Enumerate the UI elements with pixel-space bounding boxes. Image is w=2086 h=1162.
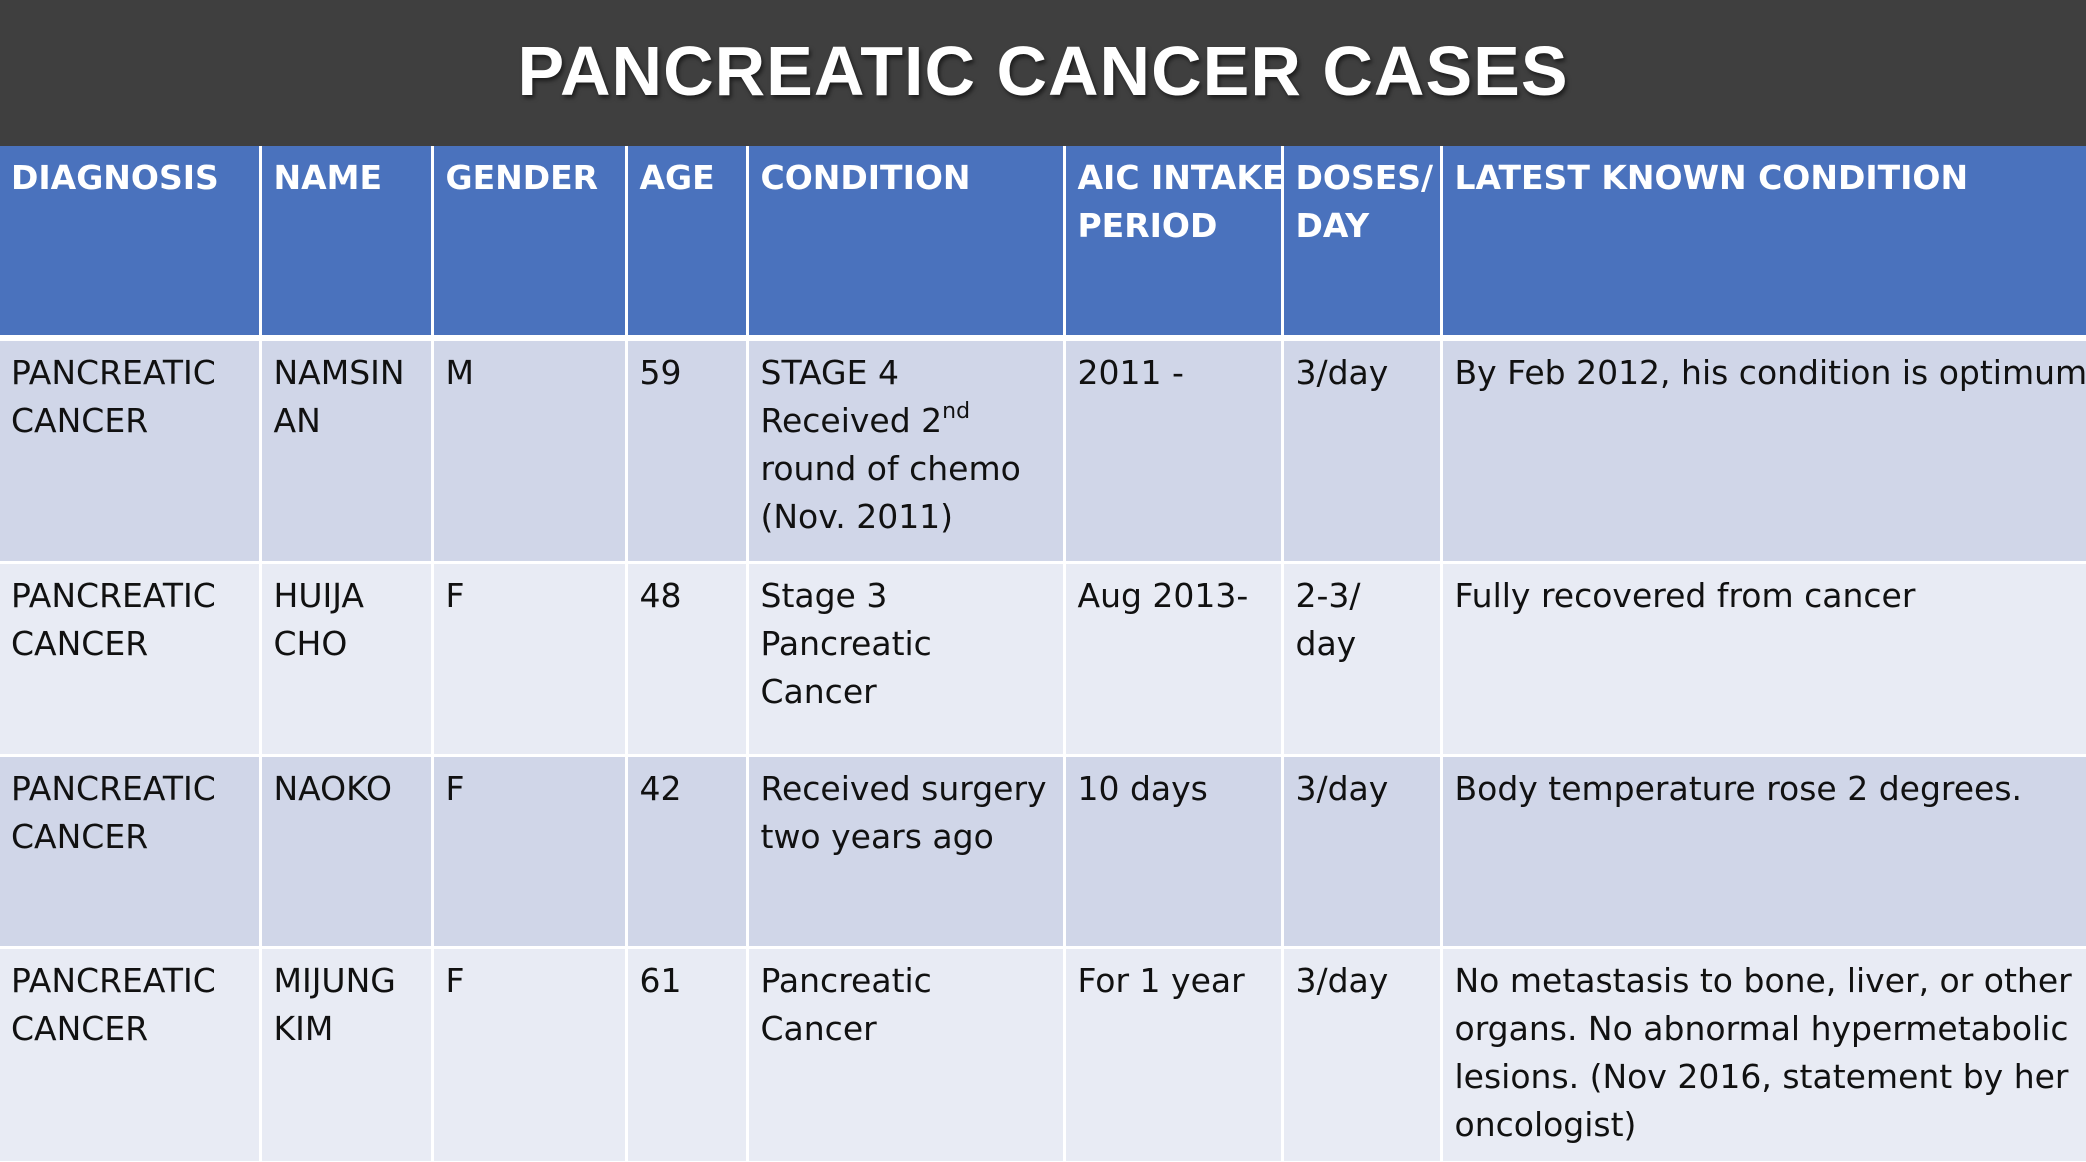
- table-row: PANCREATIC CANCER HUIJA CHO F 48 Stage 3…: [0, 562, 2086, 757]
- cases-table: DIAGNOSIS NAME GENDER AGE CONDITION AIC …: [0, 146, 2086, 1162]
- header-age: AGE: [624, 146, 749, 341]
- cell-latest-known-condition: No metastasis to bone, liver, or other o…: [1439, 947, 2086, 1162]
- cell-name: HUIJA CHO: [258, 562, 434, 757]
- slide-title: PANCREATIC CANCER CASES: [517, 32, 1569, 110]
- cell-condition: Received surgery two years ago: [745, 755, 1066, 949]
- cell-name: NAOKO: [258, 755, 434, 949]
- cell-doses-per-day: 3/day: [1280, 755, 1443, 949]
- header-latest-known-condition: LATEST KNOWN CONDITION: [1439, 146, 2086, 341]
- cell-doses-per-day: 3/day: [1280, 338, 1443, 564]
- cell-name: NAMSIN AN: [258, 338, 434, 564]
- table-row: PANCREATIC CANCER NAMSIN AN M 59 STAGE 4…: [0, 338, 2086, 564]
- cell-latest-known-condition: Fully recovered from cancer: [1439, 562, 2086, 757]
- cell-gender: F: [430, 755, 628, 949]
- header-row: DIAGNOSIS NAME GENDER AGE CONDITION AIC …: [0, 146, 2086, 341]
- cell-aic-intake-period: 2011 -: [1062, 338, 1284, 564]
- table-row: PANCREATIC CANCER MIJUNG KIM F 61 Pancre…: [0, 947, 2086, 1162]
- cell-name: MIJUNG KIM: [258, 947, 434, 1162]
- cell-aic-intake-period: Aug 2013-: [1062, 562, 1284, 757]
- cell-doses-per-day: 2-3/ day: [1280, 562, 1443, 757]
- cell-diagnosis: PANCREATIC CANCER: [0, 755, 262, 949]
- cell-gender: M: [430, 338, 628, 564]
- cell-latest-known-condition: Body temperature rose 2 degrees.: [1439, 755, 2086, 949]
- title-bar: PANCREATIC CANCER CASES: [0, 0, 2086, 146]
- cell-aic-intake-period: For 1 year: [1062, 947, 1284, 1162]
- table-row: PANCREATIC CANCER NAOKO F 42 Received su…: [0, 755, 2086, 949]
- cell-age: 48: [624, 562, 749, 757]
- header-condition: CONDITION: [745, 146, 1066, 341]
- cell-age: 42: [624, 755, 749, 949]
- cell-diagnosis: PANCREATIC CANCER: [0, 562, 262, 757]
- header-aic-intake-period: AIC INTAKE PERIOD: [1062, 146, 1284, 341]
- condition-text: Received 2: [760, 401, 943, 440]
- ordinal-suffix: nd: [942, 399, 971, 424]
- cell-doses-per-day: 3/day: [1280, 947, 1443, 1162]
- cell-condition: STAGE 4 Received 2nd round of chemo (Nov…: [745, 338, 1066, 564]
- cell-diagnosis: PANCREATIC CANCER: [0, 947, 262, 1162]
- header-name: NAME: [258, 146, 434, 341]
- cell-diagnosis: PANCREATIC CANCER: [0, 338, 262, 564]
- cell-age: 59: [624, 338, 749, 564]
- cell-condition: Pancreatic Cancer: [745, 947, 1066, 1162]
- cell-gender: F: [430, 947, 628, 1162]
- cell-latest-known-condition: By Feb 2012, his condition is optimum.: [1439, 338, 2086, 564]
- cell-condition: Stage 3 Pancreatic Cancer: [745, 562, 1066, 757]
- cell-age: 61: [624, 947, 749, 1162]
- cell-gender: F: [430, 562, 628, 757]
- cell-aic-intake-period: 10 days: [1062, 755, 1284, 949]
- header-diagnosis: DIAGNOSIS: [0, 146, 262, 341]
- header-doses-per-day: DOSES/ DAY: [1280, 146, 1443, 341]
- header-gender: GENDER: [430, 146, 628, 341]
